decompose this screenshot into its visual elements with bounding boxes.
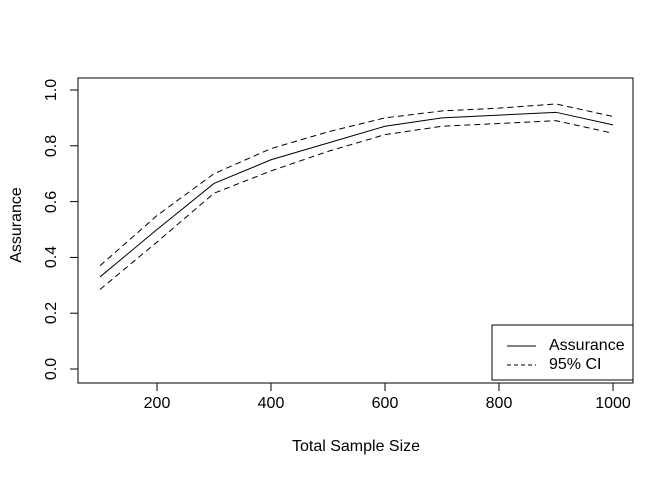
y-tick-label: 0.2 bbox=[43, 302, 60, 325]
y-tick-label: 1.0 bbox=[43, 78, 60, 102]
y-axis-title: Assurance bbox=[8, 187, 25, 263]
legend-box bbox=[491, 324, 634, 381]
x-tick-label: 600 bbox=[371, 395, 399, 412]
y-tick-label: 0.0 bbox=[43, 357, 60, 381]
series-line-95-ci-lower bbox=[99, 120, 614, 290]
x-tick-label: 200 bbox=[143, 395, 171, 412]
x-tick-label: 400 bbox=[257, 395, 285, 412]
legend-label-95ci: 95% CI bbox=[549, 356, 602, 373]
series-line-assurance bbox=[99, 111, 614, 278]
x-tick-label: 800 bbox=[485, 395, 513, 412]
y-tick-label: 0.4 bbox=[43, 246, 60, 269]
x-axis-title: Total Sample Size bbox=[291, 438, 421, 455]
series-line-95-ci-upper bbox=[99, 103, 614, 267]
y-tick-label: 0.8 bbox=[43, 134, 60, 157]
y-tick-label: 0.6 bbox=[43, 190, 60, 213]
plot-box bbox=[77, 77, 634, 384]
legend-label-assurance: Assurance bbox=[549, 337, 625, 354]
x-tick-label: 1000 bbox=[595, 395, 631, 412]
